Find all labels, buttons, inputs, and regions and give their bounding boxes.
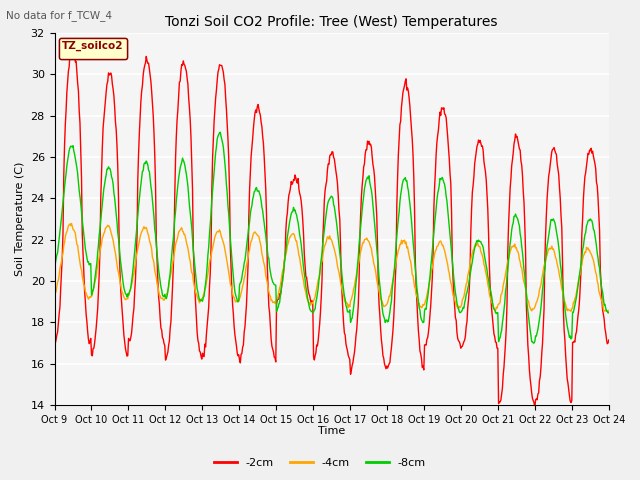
-8cm: [118, 266, 125, 272]
-8cm: [61, 185, 68, 191]
-8cm: [204, 263, 211, 269]
Line: -2cm: -2cm: [54, 43, 609, 408]
Y-axis label: Soil Temperature (C): Soil Temperature (C): [15, 162, 25, 276]
-8cm: [529, 340, 537, 346]
-8cm: [216, 130, 224, 135]
Line: -8cm: -8cm: [54, 132, 609, 343]
-8cm: [416, 307, 424, 313]
-8cm: [605, 310, 612, 315]
-4cm: [605, 308, 612, 313]
-8cm: [174, 182, 182, 188]
-8cm: [51, 264, 58, 269]
-2cm: [204, 313, 212, 319]
-2cm: [61, 143, 68, 148]
-2cm: [51, 336, 58, 342]
-4cm: [175, 229, 182, 235]
Text: No data for f_TCW_4: No data for f_TCW_4: [6, 10, 113, 21]
X-axis label: Time: Time: [318, 426, 346, 436]
-2cm: [118, 312, 126, 317]
-4cm: [204, 271, 212, 277]
Legend: -2cm, -4cm, -8cm: -2cm, -4cm, -8cm: [210, 453, 430, 472]
-2cm: [68, 40, 76, 46]
-4cm: [400, 239, 408, 244]
-8cm: [400, 176, 408, 182]
Legend: : [60, 38, 127, 59]
Line: -4cm: -4cm: [54, 223, 609, 312]
-2cm: [531, 405, 539, 411]
-4cm: [51, 294, 58, 300]
-4cm: [604, 310, 612, 315]
-4cm: [118, 290, 126, 296]
-2cm: [175, 92, 182, 98]
-4cm: [416, 304, 424, 310]
-2cm: [400, 86, 408, 92]
-2cm: [416, 348, 424, 354]
-2cm: [605, 337, 612, 343]
Title: Tonzi Soil CO2 Profile: Tree (West) Temperatures: Tonzi Soil CO2 Profile: Tree (West) Temp…: [165, 15, 498, 29]
-4cm: [61, 240, 68, 246]
-4cm: [68, 220, 76, 226]
